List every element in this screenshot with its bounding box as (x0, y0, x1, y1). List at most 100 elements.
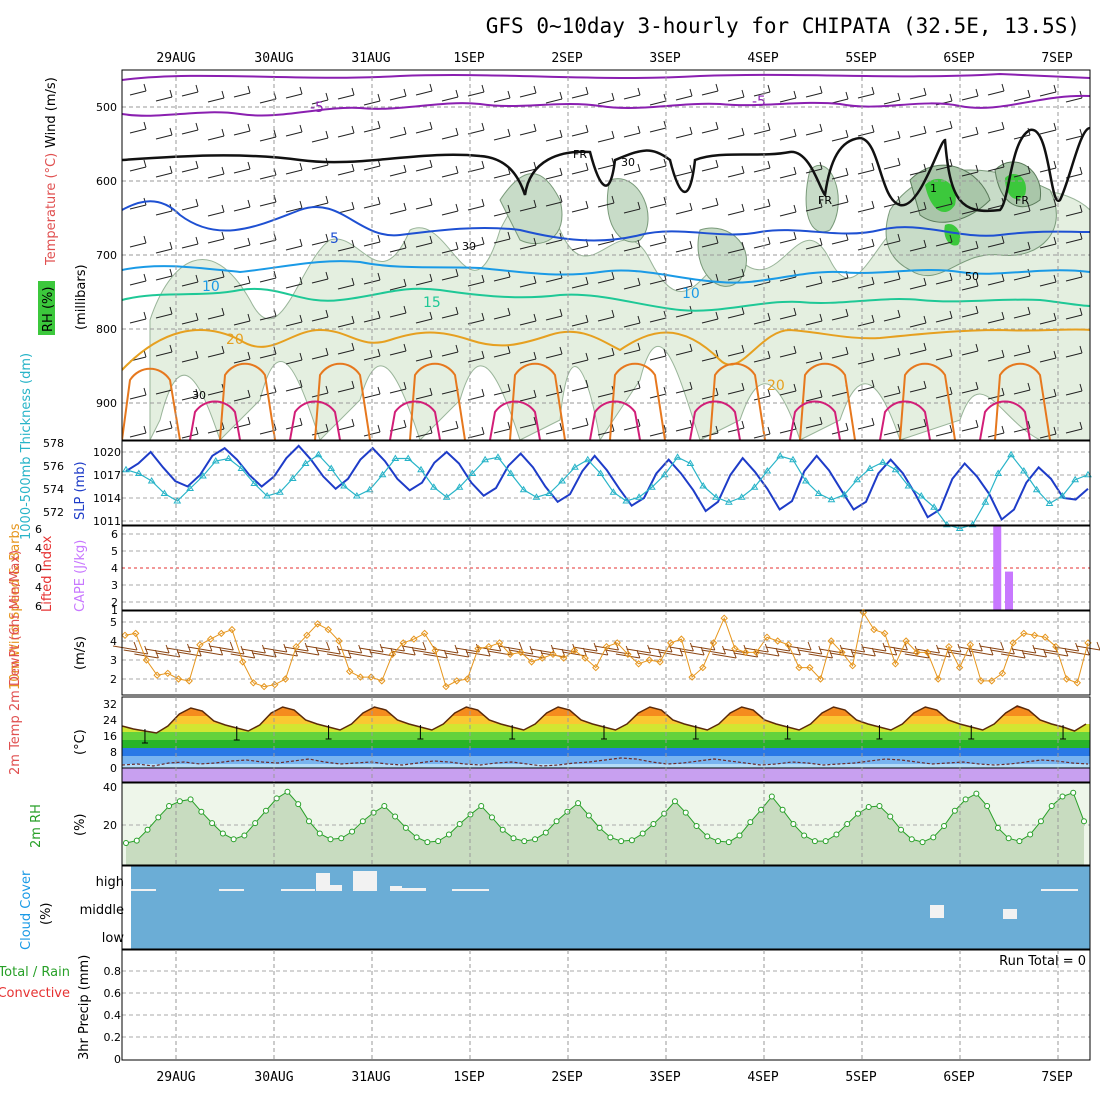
rh-marker (510, 835, 517, 842)
thickness-marker (789, 455, 797, 463)
wind-barb (909, 239, 927, 252)
wind-barb (233, 123, 251, 136)
wind-speed-marker (228, 625, 236, 634)
wind-barb (181, 122, 199, 135)
wind-speed-marker (260, 682, 268, 691)
wind-barb (233, 313, 251, 326)
cape-tick: 3 (111, 579, 118, 592)
wind-barb (883, 423, 901, 436)
thickness-marker (263, 492, 271, 499)
wind-barb (675, 343, 693, 356)
surface-wind-barb (466, 647, 491, 657)
date-label: 7SEP (1041, 1070, 1072, 1085)
wind-speed-marker (1020, 629, 1028, 638)
wind-speed-marker (485, 642, 493, 651)
surface-wind-barb (701, 645, 726, 655)
isotherm-20 (122, 328, 1090, 371)
wind-barb (415, 311, 433, 324)
thickness-marker (878, 458, 887, 465)
cloud-level-middle: middle (80, 903, 124, 918)
rh-series (123, 788, 1087, 865)
wind-barb (935, 386, 953, 399)
rh-marker (1027, 831, 1034, 838)
surface-wind-barb (1022, 648, 1047, 658)
wind-barb (1013, 241, 1031, 254)
wind-speed-marker (292, 642, 300, 651)
rh2m-panel: 40 20 2m RH (%) (29, 781, 1091, 866)
contour-label: 10 (202, 279, 220, 295)
wind-barb (441, 306, 459, 319)
temp-minmax-bar (876, 725, 883, 740)
wind-barb (519, 416, 537, 429)
wind-barb (831, 232, 849, 245)
wind-barb (441, 241, 459, 254)
rh-marker (811, 838, 818, 845)
temperature-contours (122, 72, 1090, 440)
thickness-marker (365, 485, 374, 493)
wind-barb (623, 315, 641, 328)
wind-speed-marker (527, 658, 536, 666)
wind-barb (805, 416, 823, 429)
wind-speed-marker (303, 631, 311, 640)
wind-barb (1039, 198, 1057, 211)
cloud-axis-label: Cloud Cover (19, 870, 34, 950)
date-label: 1SEP (453, 51, 484, 66)
wind-barb (909, 87, 927, 100)
cloud-level-high: high (96, 875, 124, 890)
wind-barb (207, 90, 225, 103)
wind-barb (467, 350, 485, 363)
wind-barb (571, 417, 589, 430)
wind-barb (519, 389, 537, 402)
date-label: 6SEP (943, 51, 974, 66)
wind-speed-marker (773, 637, 782, 645)
wind-barb (545, 91, 563, 104)
cloud-level-low: low (102, 931, 125, 946)
wind-barb (701, 83, 719, 96)
isotherm-25 (122, 362, 1051, 440)
thickness-marker (673, 453, 682, 460)
wind-barb (311, 233, 329, 246)
wind-speed-marker (142, 656, 151, 664)
precip-axis-label: 3hr Precip (mm) (77, 955, 92, 1060)
wind-barb (1065, 231, 1083, 244)
wind-barb (1065, 383, 1083, 396)
rh-marker (392, 813, 399, 820)
thickness-marker (866, 464, 874, 471)
contour-label: 20 (226, 332, 244, 348)
thickness-marker (827, 495, 836, 503)
thickness-tick: 574 (43, 483, 64, 496)
wind-barb (155, 165, 173, 178)
wind-barb (987, 159, 1005, 172)
rh-marker (671, 798, 678, 805)
wind-speed-marker (666, 639, 675, 647)
wind-barb (519, 85, 537, 98)
wind-barb (337, 315, 355, 328)
wind-barb (805, 237, 823, 250)
bottom-date-labels: 29AUG 30AUG 31AUG 1SEP 2SEP 3SEP 4SEP 5S… (156, 1070, 1072, 1085)
cloud-panel: high middle low Cloud Cover (%) (19, 865, 1091, 950)
date-label: 31AUG (351, 51, 390, 66)
temp-tick: 0 (110, 762, 117, 775)
pressure-gridlines (122, 451, 1090, 522)
wind-speed-marker (345, 667, 354, 676)
thickness-marker (558, 477, 566, 484)
wind-speed-marker (624, 650, 632, 659)
thickness-marker (660, 470, 669, 478)
wind-barb (467, 274, 485, 287)
wind-barb (441, 203, 459, 216)
surface-wind-barb (187, 642, 213, 652)
wind-speed-marker (1041, 633, 1049, 641)
thickness-marker (314, 450, 323, 458)
wind-barb (285, 352, 303, 365)
wind-barb (649, 93, 667, 106)
wind-barb (675, 381, 693, 394)
wind-barb (415, 197, 433, 210)
thickness-marker (635, 493, 643, 500)
rh-area-saturated (925, 174, 1026, 246)
rh-marker (542, 829, 549, 836)
wind-speed-marker (206, 635, 215, 643)
rh-marker (898, 826, 905, 833)
wind-speed-marker (1052, 642, 1060, 651)
wind-barb (649, 120, 667, 133)
wind-speed-marker (185, 677, 193, 685)
